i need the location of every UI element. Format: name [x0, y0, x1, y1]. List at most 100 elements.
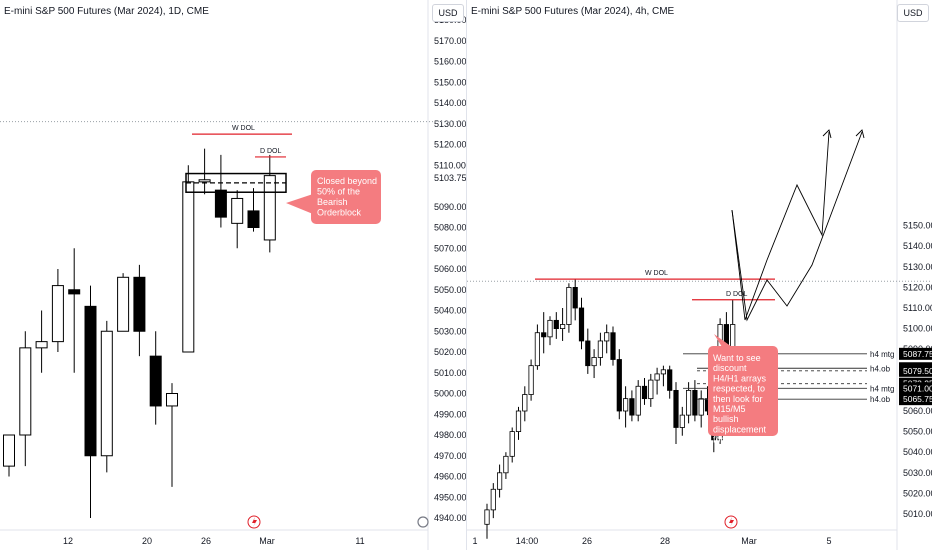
h4-chart-title: E-mini S&P 500 Futures (Mar 2024), 4h, C… [471, 6, 675, 17]
price-tag-text: 5071.00 [903, 383, 932, 393]
time-axis-label: 26 [582, 536, 592, 546]
price-tag [899, 382, 932, 395]
callout-text: Want to see [713, 353, 761, 363]
callout-text: bullish [713, 414, 739, 424]
callout-text: for entry [713, 435, 747, 445]
callout-pointer [286, 194, 313, 214]
price-axis-label: 4940.00 [434, 513, 466, 523]
daily-chart-title: E-mini S&P 500 Futures (Mar 2024), 1D, C… [4, 6, 209, 17]
price-axis-label: 4960.00 [434, 472, 466, 482]
candle-body [149, 355, 162, 407]
price-tag-text: 5065.75 [903, 394, 932, 404]
time-axis-label: 1 [472, 536, 477, 546]
price-axis-label: 5020.00 [434, 347, 466, 357]
callout-text: then look for [713, 394, 763, 404]
time-axis-label: 11 [355, 536, 364, 546]
price-axis-label: 5150.00 [434, 77, 466, 87]
candle-body [214, 189, 227, 218]
candle-body [692, 389, 698, 416]
candle-body [560, 324, 566, 330]
lightning-icon-glyph [252, 517, 257, 527]
callout-text: Bearish [317, 197, 348, 207]
lightning-icon[interactable] [724, 515, 738, 529]
price-axis-label: 5090.00 [434, 202, 466, 212]
candle-body [509, 431, 515, 457]
candle-body [629, 398, 635, 416]
candle-body [503, 455, 509, 474]
candle-body [572, 286, 578, 309]
candle-body [585, 340, 591, 367]
price-axis-label: 5020.00 [903, 488, 932, 498]
price-axis-label: 5050.00 [903, 427, 932, 437]
candle-body [133, 276, 146, 332]
d-dol-label: D DOL [260, 148, 282, 155]
price-axis-label: 5070.00 [434, 243, 466, 253]
candle-body [654, 373, 660, 381]
candle-body [522, 394, 528, 412]
lightning-icon-glyph [729, 517, 734, 527]
callout-text: displacement [713, 424, 767, 434]
price-tag [899, 393, 932, 406]
price-axis-label: 5040.00 [434, 306, 466, 316]
arrowhead-a [822, 129, 832, 139]
callout-box[interactable] [311, 170, 381, 224]
callout-text: discount [713, 363, 747, 373]
time-axis-label: 26 [201, 536, 211, 546]
price-tag [899, 347, 932, 360]
daily-chart-pane[interactable]: 5180.005170.005160.005150.005140.005130.… [0, 0, 466, 550]
price-axis-label: 5140.00 [903, 241, 932, 251]
candle-body [685, 389, 692, 416]
callout-text: respected, to [713, 384, 765, 394]
candle-body [231, 197, 244, 224]
candle-body [496, 472, 503, 490]
time-axis-label: 5 [826, 536, 831, 546]
usd-currency-button[interactable]: USD [432, 4, 464, 22]
usd-currency-button[interactable]: USD [897, 4, 929, 22]
price-axis-label: 5010.00 [903, 509, 932, 519]
time-axis-label: Mar [259, 536, 275, 546]
settings-gear-icon[interactable] [417, 516, 429, 528]
lightning-icon[interactable] [247, 515, 261, 529]
price-axis-label: 5120.00 [434, 140, 466, 150]
price-axis-label: 5170.00 [434, 36, 466, 46]
w-dol-label: W DOL [232, 125, 255, 132]
candle-body [553, 319, 559, 329]
time-axis-label: 14:00 [516, 536, 539, 546]
d-dol-label: D DOL [726, 291, 748, 298]
candle-body [673, 389, 679, 428]
price-axis-label: 5120.00 [903, 282, 932, 292]
candle-body [84, 305, 97, 457]
price-axis-label: 5050.00 [434, 285, 466, 295]
candle-body [528, 365, 534, 395]
price-axis-label: 5110.00 [434, 160, 466, 170]
callout-box[interactable] [708, 346, 778, 436]
price-axis-label: 5150.00 [903, 221, 932, 231]
price-axis-label: 5130.00 [903, 262, 932, 272]
h4-chart-canvas[interactable]: 5150.00 5140.00 5130.00 5120.00 5110.00 5100.… [467, 0, 932, 550]
level-label: h4 mtg [870, 350, 894, 359]
price-axis-label: 5030.00 [903, 468, 932, 478]
candle-body [534, 332, 540, 367]
price-axis-label: 5060.00 [434, 264, 466, 274]
candle-body [667, 369, 673, 391]
callout-text: M15/M5 [713, 404, 746, 414]
candle-body [641, 385, 648, 400]
candle-body [19, 347, 32, 436]
candle-body [35, 341, 48, 349]
candle-body [597, 340, 603, 358]
daily-chart-canvas[interactable]: 5180.005170.005160.005150.005140.005130.… [0, 0, 466, 550]
candle-body [51, 285, 64, 343]
candle-body [591, 357, 597, 367]
price-axis-label: 5130.00 [434, 119, 466, 129]
level-label: h4 mtg [870, 384, 894, 393]
candle-body [679, 414, 685, 428]
candle-body [604, 332, 610, 342]
candle-body [698, 398, 704, 416]
time-axis-label: Mar [741, 536, 757, 546]
price-axis-label: 4990.00 [434, 409, 466, 419]
price-axis-label: 5080.00 [434, 223, 466, 233]
candle-body [610, 332, 616, 360]
candle-body [490, 488, 496, 511]
h4-chart-pane[interactable]: 5150.00 5140.00 5130.00 5120.00 5110.00 5100.… [466, 0, 932, 550]
callout-text: Closed beyond [317, 176, 377, 186]
